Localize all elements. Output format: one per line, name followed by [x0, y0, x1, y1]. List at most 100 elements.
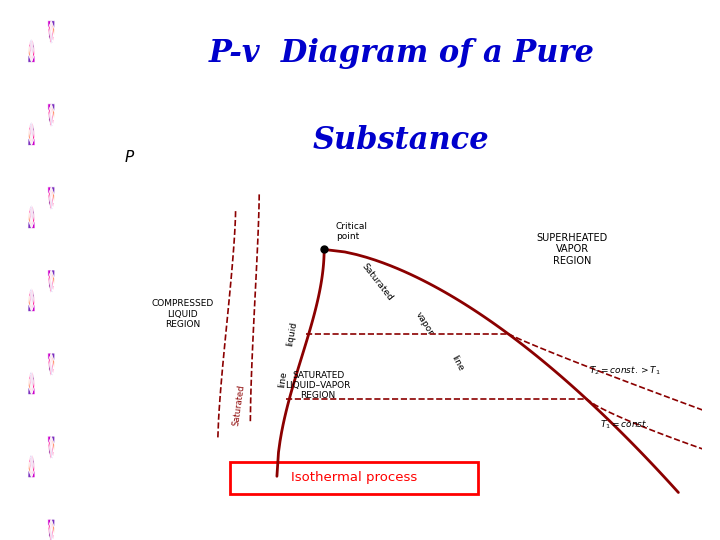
Wedge shape [51, 104, 55, 112]
Text: vapor: vapor [414, 310, 435, 338]
Wedge shape [51, 187, 55, 195]
Wedge shape [28, 386, 32, 395]
Wedge shape [32, 124, 34, 145]
Wedge shape [29, 457, 32, 478]
Wedge shape [29, 124, 32, 145]
Wedge shape [28, 469, 32, 478]
Wedge shape [50, 519, 51, 540]
Wedge shape [32, 206, 33, 228]
Wedge shape [48, 21, 51, 37]
Wedge shape [32, 207, 34, 228]
Wedge shape [32, 42, 34, 62]
Text: liquid: liquid [285, 321, 298, 347]
Wedge shape [51, 519, 54, 540]
Text: SATURATED
LIQUID–VAPOR
REGION: SATURATED LIQUID–VAPOR REGION [286, 370, 351, 401]
Wedge shape [48, 104, 51, 120]
Wedge shape [32, 457, 34, 478]
Wedge shape [51, 353, 55, 369]
Wedge shape [29, 291, 32, 312]
Wedge shape [48, 187, 51, 203]
Wedge shape [51, 270, 53, 293]
Wedge shape [48, 187, 51, 195]
Wedge shape [28, 220, 32, 228]
Wedge shape [48, 270, 51, 286]
Wedge shape [50, 270, 51, 293]
Wedge shape [28, 130, 32, 145]
Wedge shape [49, 270, 51, 291]
Wedge shape [48, 353, 51, 369]
Wedge shape [32, 46, 35, 62]
Wedge shape [48, 436, 51, 452]
Wedge shape [51, 519, 55, 535]
Wedge shape [50, 436, 51, 459]
Text: Isothermal process: Isothermal process [291, 471, 417, 484]
Wedge shape [32, 291, 34, 312]
Wedge shape [32, 295, 35, 312]
Wedge shape [28, 462, 32, 478]
Text: Critical
point: Critical point [336, 222, 368, 241]
Bar [230, 462, 477, 494]
Wedge shape [51, 353, 54, 374]
Wedge shape [32, 455, 33, 478]
Wedge shape [32, 212, 35, 228]
Wedge shape [51, 436, 55, 445]
Text: line: line [449, 353, 465, 373]
Wedge shape [29, 207, 32, 228]
Wedge shape [50, 104, 51, 126]
Text: P: P [125, 150, 134, 165]
Wedge shape [49, 104, 51, 125]
Wedge shape [32, 53, 35, 62]
Text: $T_1 = const.$: $T_1 = const.$ [600, 418, 649, 431]
Wedge shape [29, 374, 32, 395]
Wedge shape [51, 353, 53, 376]
Wedge shape [51, 104, 53, 126]
Wedge shape [51, 270, 55, 286]
Wedge shape [51, 21, 54, 42]
Wedge shape [50, 187, 51, 210]
Wedge shape [51, 353, 55, 362]
Text: Saturated: Saturated [360, 261, 395, 302]
Wedge shape [51, 187, 53, 210]
Wedge shape [30, 372, 32, 395]
Wedge shape [28, 53, 32, 62]
Wedge shape [51, 436, 54, 457]
Wedge shape [48, 519, 51, 528]
Wedge shape [51, 270, 54, 291]
Wedge shape [51, 104, 55, 120]
Wedge shape [32, 220, 35, 228]
Text: COMPRESSED
LIQUID
REGION: COMPRESSED LIQUID REGION [151, 299, 214, 329]
Wedge shape [51, 436, 53, 459]
Wedge shape [48, 436, 51, 445]
Wedge shape [48, 104, 51, 112]
Wedge shape [28, 303, 32, 312]
Wedge shape [51, 519, 53, 540]
Wedge shape [28, 46, 32, 62]
Wedge shape [49, 21, 51, 42]
Wedge shape [32, 303, 35, 312]
Wedge shape [51, 21, 53, 43]
Wedge shape [32, 137, 35, 145]
Wedge shape [51, 21, 55, 30]
Wedge shape [32, 289, 33, 312]
Wedge shape [48, 270, 51, 279]
Wedge shape [32, 469, 35, 478]
Text: Substance: Substance [313, 125, 490, 156]
Wedge shape [49, 353, 51, 374]
Wedge shape [51, 187, 54, 208]
Wedge shape [32, 123, 33, 145]
Wedge shape [51, 21, 55, 37]
Wedge shape [49, 436, 51, 457]
Wedge shape [49, 187, 51, 208]
Text: line: line [277, 370, 289, 388]
Wedge shape [50, 21, 51, 43]
Wedge shape [28, 295, 32, 312]
Text: Saturated: Saturated [231, 384, 246, 426]
Wedge shape [30, 455, 32, 478]
Wedge shape [48, 353, 51, 362]
Wedge shape [49, 519, 51, 540]
Wedge shape [32, 39, 33, 62]
Text: $T_2 = const. > T_1$: $T_2 = const. > T_1$ [589, 364, 661, 377]
Wedge shape [28, 137, 32, 145]
Wedge shape [51, 270, 55, 279]
Wedge shape [28, 212, 32, 228]
